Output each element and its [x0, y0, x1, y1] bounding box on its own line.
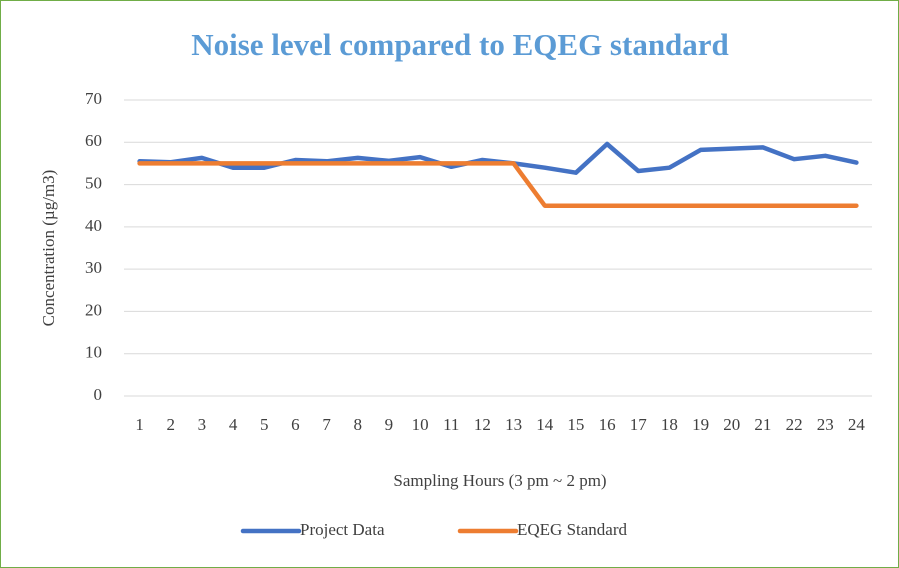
x-tick-label: 12	[474, 415, 491, 434]
chart-title: Noise level compared to EQEG standard	[191, 27, 729, 62]
y-tick-label: 0	[94, 385, 103, 404]
y-tick-label: 50	[85, 173, 102, 192]
y-axis-label: Concentration (µg/m3)	[39, 170, 58, 327]
x-tick-label: 15	[567, 415, 584, 434]
data-line	[137, 161, 859, 208]
x-tick-label: 9	[385, 415, 394, 434]
y-tick-label: 20	[85, 300, 102, 319]
legend-label: Project Data	[300, 520, 385, 539]
x-tick-label: 11	[443, 415, 459, 434]
x-tick-label: 8	[354, 415, 363, 434]
x-tick-label: 19	[692, 415, 709, 434]
x-tick-label: 24	[848, 415, 866, 434]
x-tick-label: 16	[599, 415, 616, 434]
x-tick-label: 7	[322, 415, 331, 434]
x-tick-label: 10	[412, 415, 429, 434]
x-tick-label: 20	[723, 415, 740, 434]
y-tick-label: 30	[85, 258, 102, 277]
x-tick-label: 1	[135, 415, 144, 434]
x-tick-label: 17	[630, 415, 648, 434]
x-tick-label: 18	[661, 415, 678, 434]
x-tick-label: 23	[817, 415, 834, 434]
y-tick-label: 70	[85, 89, 102, 108]
legend-label: EQEG Standard	[517, 520, 628, 539]
y-tick-label: 10	[85, 343, 102, 362]
x-tick-label: 4	[229, 415, 238, 434]
x-tick-label: 5	[260, 415, 269, 434]
y-tick-label: 40	[85, 216, 102, 235]
y-tick-label: 60	[85, 131, 102, 150]
x-tick-label: 13	[505, 415, 522, 434]
x-tick-label: 6	[291, 415, 300, 434]
x-tick-label: 3	[198, 415, 207, 434]
x-axis-label: Sampling Hours (3 pm ~ 2 pm)	[393, 471, 606, 490]
x-tick-label: 14	[536, 415, 554, 434]
x-tick-label: 21	[754, 415, 771, 434]
x-tick-label: 2	[167, 415, 176, 434]
x-tick-label: 22	[786, 415, 803, 434]
